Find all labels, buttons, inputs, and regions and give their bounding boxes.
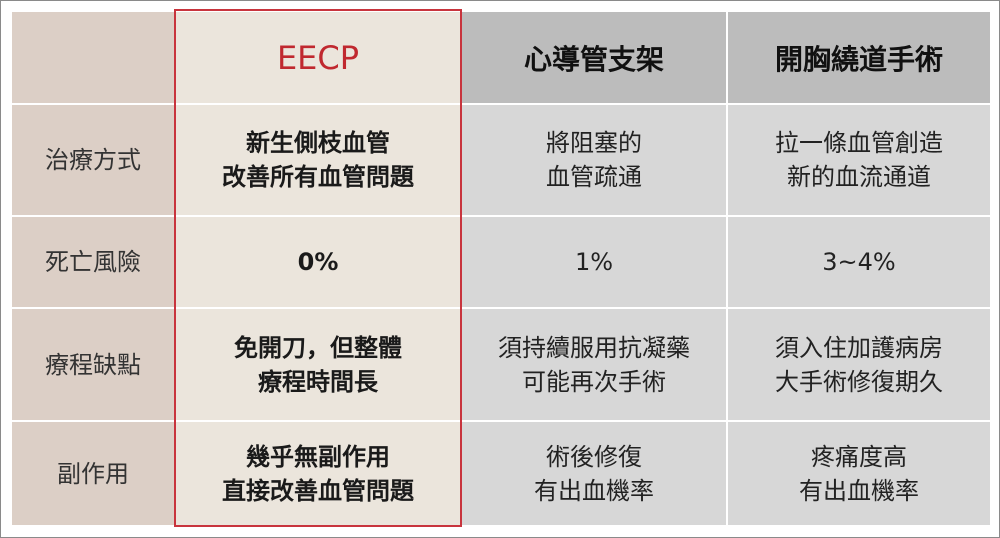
table-row: 療程缺點 免開刀，但整體 療程時間長 須持續服用抗凝藥 可能再次手術 須入住加護病房… xyxy=(10,307,992,422)
cell-bypass: 疼痛度高 有出血機率 xyxy=(726,420,992,527)
table-row: 治療方式 新生側枝血管 改善所有血管問題 將阻塞的 血管疏通 拉一條血管創造 新的血流… xyxy=(10,103,992,217)
row-label: 療程缺點 xyxy=(10,307,176,422)
cell-bypass: 拉一條血管創造 新的血流通道 xyxy=(726,103,992,217)
comparison-table: EECP 心導管支架 開胸繞道手術 治療方式 新生側枝血管 改善所有血管問題 將阻… xyxy=(10,10,992,527)
table-row: 副作用 幾乎無副作用 直接改善血管問題 術後修復 有出血機率 疼痛度高 有出血機率 xyxy=(10,420,992,527)
header-stent: 心導管支架 xyxy=(460,10,728,105)
header-bypass: 開胸繞道手術 xyxy=(726,10,992,105)
cell-eecp: 免開刀，但整體 療程時間長 xyxy=(174,307,462,422)
cell-stent: 1% xyxy=(460,215,728,309)
cell-eecp: 新生側枝血管 改善所有血管問題 xyxy=(174,103,462,217)
cell-stent: 將阻塞的 血管疏通 xyxy=(460,103,728,217)
header-row: EECP 心導管支架 開胸繞道手術 xyxy=(10,10,992,105)
table-row: 死亡風險 0% 1% 3~4% xyxy=(10,215,992,309)
cell-stent: 須持續服用抗凝藥 可能再次手術 xyxy=(460,307,728,422)
header-eecp: EECP xyxy=(174,10,462,105)
cell-eecp: 0% xyxy=(174,215,462,309)
row-label: 副作用 xyxy=(10,420,176,527)
header-empty xyxy=(10,10,176,105)
cell-bypass: 須入住加護病房 大手術修復期久 xyxy=(726,307,992,422)
cell-eecp: 幾乎無副作用 直接改善血管問題 xyxy=(174,420,462,527)
row-label: 治療方式 xyxy=(10,103,176,217)
cell-bypass: 3~4% xyxy=(726,215,992,309)
row-label: 死亡風險 xyxy=(10,215,176,309)
cell-stent: 術後修復 有出血機率 xyxy=(460,420,728,527)
